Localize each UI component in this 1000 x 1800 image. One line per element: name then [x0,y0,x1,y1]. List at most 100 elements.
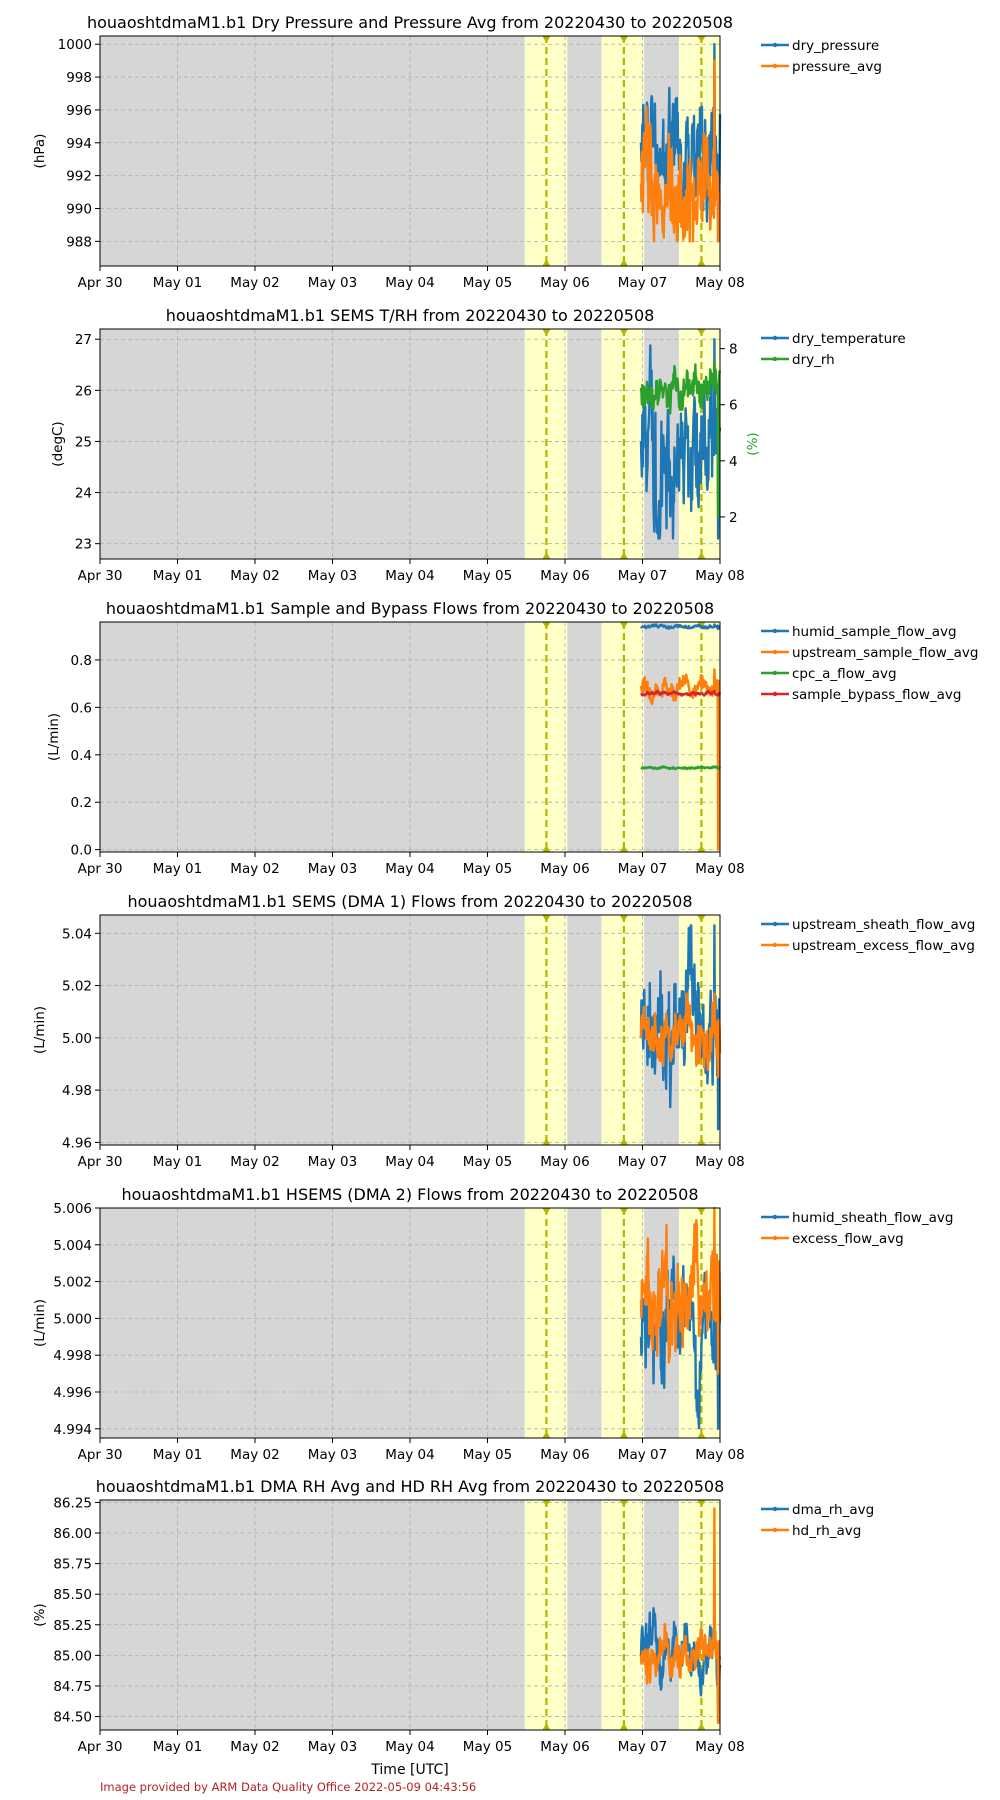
y-tick-label: 4.994 [53,1422,92,1438]
y-tick-label: 5.04 [62,926,92,942]
x-tick-label: May 04 [385,861,434,877]
x-tick-label: Apr 30 [78,861,123,877]
series-line-cpc_a_flow_avg [640,765,722,771]
legend-marker [772,942,778,948]
marker-triangle-top [542,329,551,336]
marker-triangle-bottom [542,552,551,559]
x-tick-label: May 07 [618,568,667,584]
y-tick-label: 85.00 [53,1648,92,1664]
marker-triangle-top [542,622,551,629]
x-tick-label: May 06 [540,1154,589,1170]
marker-triangle-top [619,915,628,922]
marker-triangle-bottom [542,1723,551,1730]
x-tick-label: May 01 [153,1739,202,1755]
y-tick-label: 0.8 [71,653,92,669]
legend-label: dry_pressure [792,38,879,54]
y-axis-label: (degC) [50,421,66,466]
y-tick-label: 0.6 [71,700,92,716]
legend-marker [772,335,778,341]
y-tick-label: 1000 [58,37,92,53]
x-tick-label: May 06 [540,1739,589,1755]
x-tick-label: Apr 30 [78,1739,123,1755]
chart-panel-5: humid_sheath_flow_avg excess_flow_avg Apr … [32,1185,954,1463]
y-axis-label: (L/min) [46,713,62,761]
x-tick-label: May 04 [385,1154,434,1170]
legend-marker [772,670,778,676]
x-tick-label: Apr 30 [78,568,123,584]
legend-marker [772,1235,778,1241]
y-tick-label: 0.0 [71,843,92,859]
legend-label: dry_rh [792,352,835,368]
series-line-sample_bypass_flow_avg [640,689,721,697]
x-tick-label: May 03 [308,275,357,291]
chart-title: houaoshtdmaM1.b1 DMA RH Avg and HD RH Av… [96,1477,725,1496]
marker-triangle-bottom [619,1431,628,1438]
chart-title: houaoshtdmaM1.b1 Dry Pressure and Pressu… [87,13,733,32]
x-tick-label: May 06 [540,275,589,291]
series-line-dry_temperature [639,338,722,540]
x-tick-label: May 05 [463,568,512,584]
y-axis-label: (L/min) [32,1006,48,1054]
image-credit: Image provided by ARM Data Quality Offic… [100,1780,477,1794]
legend-marker [772,691,778,697]
y-tick-label: 85.25 [53,1618,92,1634]
y-tick-label: 0.2 [71,795,92,811]
x-tick-label: Apr 30 [78,275,123,291]
marker-triangle-top [697,1500,706,1507]
chart-title: houaoshtdmaM1.b1 SEMS T/RH from 20220430… [166,306,655,325]
marker-triangle-top [697,1208,706,1215]
marker-triangle-top [619,622,628,629]
x-tick-label: May 03 [308,1154,357,1170]
series-line-excess_flow_avg [639,1206,722,1375]
y-tick-label: 85.75 [53,1557,92,1573]
marker-triangle-bottom [697,259,706,266]
x-tick-label: May 08 [695,1739,744,1755]
x-tick-label: May 07 [618,1154,667,1170]
y-tick-label: 4.98 [62,1083,92,1099]
chart-panel-6: dma_rh_avg hd_rh_avg Apr 30 May 01 May 02 May… [32,1477,874,1778]
y-tick-label: 5.004 [53,1238,92,1254]
chart-panel-2: dry_temperature dry_rh Apr 30 May 01 May 02 M… [50,306,906,584]
legend-label: dma_rh_avg [792,1502,874,1518]
legend-marker [772,628,778,634]
legend-marker [772,356,778,362]
legend-label: upstream_sample_flow_avg [792,645,978,661]
shaded-span [601,915,645,1145]
x-tick-label: May 07 [618,275,667,291]
x-tick-label: May 08 [695,861,744,877]
legend-label: upstream_excess_flow_avg [792,938,975,954]
legend-marker [772,1527,778,1533]
marker-triangle-top [542,915,551,922]
shaded-span [678,622,720,852]
y-axis-label: (%) [32,1603,48,1626]
marker-triangle-bottom [542,845,551,852]
x-tick-label: May 01 [153,1154,202,1170]
marker-triangle-bottom [697,552,706,559]
marker-triangle-bottom [619,1138,628,1145]
shaded-span [601,329,645,559]
series-line-pressure_avg [639,59,721,243]
legend-label: sample_bypass_flow_avg [792,687,961,703]
chart-title: houaoshtdmaM1.b1 HSEMS (DMA 2) Flows fro… [121,1185,698,1204]
y-tick-label: 0.4 [71,748,92,764]
legend-marker [772,63,778,69]
x-tick-label: May 07 [618,1447,667,1463]
x-tick-label: May 01 [153,275,202,291]
marker-triangle-top [697,36,706,43]
x-tick-label: May 05 [463,1447,512,1463]
x-tick-label: May 06 [540,861,589,877]
marker-triangle-bottom [619,845,628,852]
series-line-dry_rh [639,361,722,519]
y-tick-label: 5.000 [53,1311,92,1327]
x-tick-label: Apr 30 [78,1447,123,1463]
x-tick-label: May 08 [695,1447,744,1463]
y-tick-label: 4.998 [53,1348,92,1364]
marker-triangle-top [697,915,706,922]
y-tick-label: 5.00 [62,1031,92,1047]
y-tick-label: 988 [66,234,92,250]
x-tick-label: May 03 [308,1447,357,1463]
y-tick-label: 84.50 [53,1710,92,1726]
x-tick-label: May 05 [463,275,512,291]
legend-label: dry_temperature [792,331,906,347]
